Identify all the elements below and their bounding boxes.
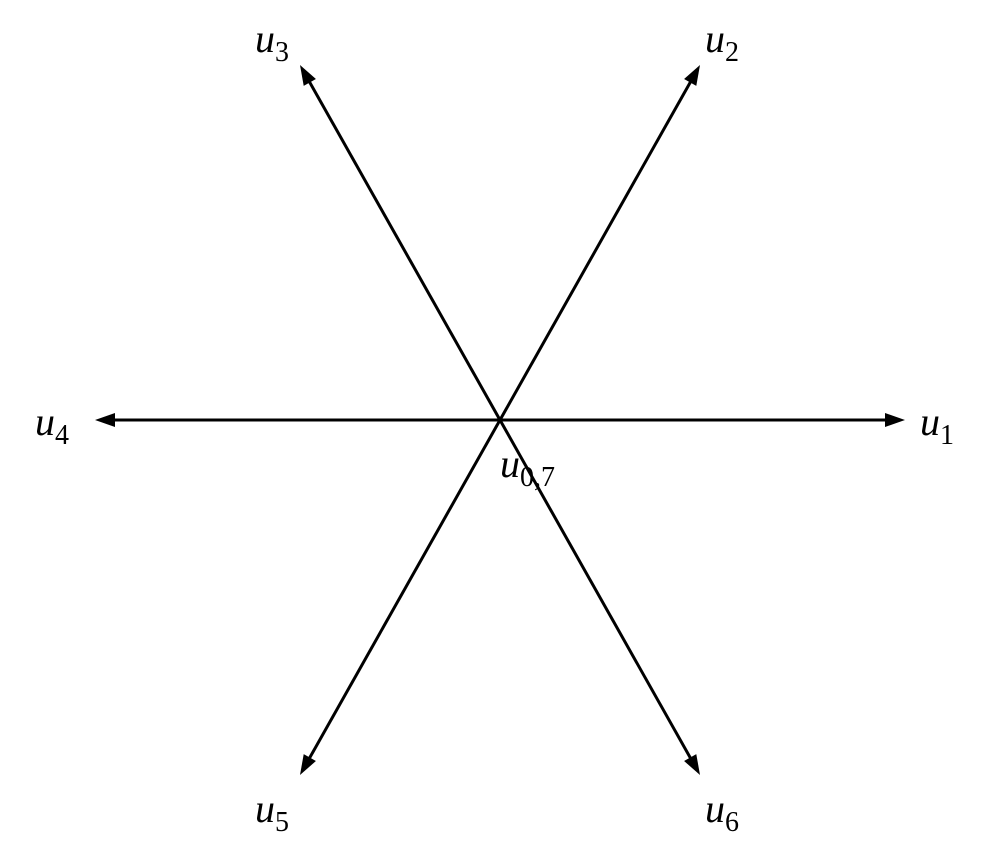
vector-u3 <box>300 65 500 420</box>
vector-u4 <box>95 413 500 427</box>
vector-u1 <box>500 413 905 427</box>
vector-label-u4: u4 <box>35 398 69 452</box>
vector-label-u2: u2 <box>705 15 739 69</box>
vector-u5 <box>300 420 500 775</box>
vector-label-u1: u1 <box>920 398 954 452</box>
vector-u2 <box>500 65 700 420</box>
vector-label-u3: u3 <box>255 15 289 69</box>
vector-diagram <box>0 0 1000 846</box>
vector-label-center: u0,7 <box>500 440 555 494</box>
vector-label-u6: u6 <box>705 785 739 839</box>
vector-label-u5: u5 <box>255 785 289 839</box>
